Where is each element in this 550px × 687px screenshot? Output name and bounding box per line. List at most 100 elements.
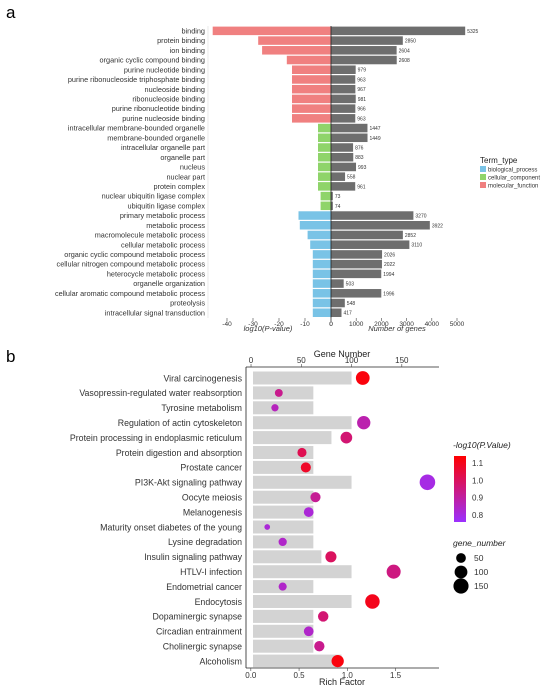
a-pvalue-bar [292, 114, 331, 123]
a-gene-count-label: 3270 [415, 214, 426, 220]
a-term-label: macromolecule metabolic process [95, 231, 206, 240]
a-pvalue-tick-label: -30 [248, 321, 258, 328]
a-pvalue-tick-label: -20 [274, 321, 284, 328]
a-term-label: purine ribonucleotide binding [112, 104, 205, 113]
b-rich-factor-tick-label: 0.5 [294, 671, 306, 680]
a-term-label: nuclear part [166, 172, 205, 181]
a-gene-count-label: 883 [355, 155, 364, 161]
a-pvalue-bar [318, 133, 331, 143]
b-pathway-label: Regulation of actin cytoskeleton [118, 418, 242, 428]
a-gene-count-bar [331, 240, 410, 249]
a-pvalue-bar [318, 162, 331, 172]
b-pathway-label: Dopaminergic synapse [153, 612, 243, 622]
a-gene-count-label: 74 [335, 204, 341, 210]
b-color-tick-label: 1.0 [472, 476, 484, 485]
a-pvalue-bar [312, 250, 331, 259]
a-gene-count-bar [331, 26, 466, 36]
b-enrichment-point [355, 371, 370, 385]
a-term-label: proteolysis [170, 299, 205, 308]
a-pvalue-bar [262, 46, 331, 55]
b-pathway-bar [253, 475, 352, 489]
b-enrichment-point [419, 474, 436, 491]
b-enrichment-point [271, 404, 279, 412]
b-pathway-label: Protein digestion and absorption [116, 448, 242, 458]
a-gene-count-labels: 5325285026042608979963967981966963144714… [335, 29, 479, 317]
a-gene-tick-label: 1000 [349, 321, 364, 328]
a-legend-label: molecular_function [488, 184, 538, 190]
b-gene-number-tick-label: 0 [249, 356, 254, 365]
a-gene-count-bar [331, 114, 356, 123]
a-gene-count-bar [331, 123, 368, 133]
a-gene-tick-label: 0 [329, 321, 333, 328]
a-term-label: cellular nitrogen compound metabolic pro… [57, 260, 206, 269]
a-gene-axis-label: Number of genes [368, 324, 426, 333]
b-pathway-label: PI3K-Akt signaling pathway [135, 478, 243, 488]
b-pathway-bar [253, 639, 314, 653]
a-gene-tick-label: 5000 [450, 321, 465, 328]
a-gene-count-label: 2604 [399, 48, 410, 54]
a-gene-count-label: 3110 [411, 243, 422, 249]
b-pathway-bar [253, 565, 352, 579]
b-pathway-label: Oocyte meiosis [182, 493, 243, 503]
b-rich-factor-tick-label: 0.0 [245, 671, 257, 680]
b-pathway-bar [253, 446, 314, 459]
a-term-label: organic cyclic compound binding [100, 56, 205, 65]
a-term-label: nucleoside binding [145, 85, 205, 94]
b-pathway-bar [253, 624, 314, 638]
b-color-bar [454, 456, 466, 522]
a-pvalue-tick-label: -40 [222, 321, 232, 328]
a-gene-count-label: 1447 [369, 126, 380, 132]
a-gene-count-bar [331, 172, 346, 181]
b-pathway-label: Circadian entrainment [156, 627, 243, 637]
b-color-legend: -log10(P.Value) 1.1 1.0 0.9 0.8 [453, 440, 511, 522]
b-color-tick-label: 0.8 [472, 511, 484, 520]
b-gene-number-tick-label: 150 [395, 356, 409, 365]
panel-b-kegg-chart: Viral carcinogenesis Vasopressin-regulate… [70, 349, 511, 687]
b-size-legend-dot [453, 578, 469, 594]
b-size-legend: gene_number 50 100 150 [453, 538, 507, 594]
b-pathway-label: Maturity onset diabetes of the young [100, 522, 242, 532]
a-gene-count-label: 963 [357, 116, 366, 122]
b-pathway-label: Vasopressin-regulated water reabsorption [79, 388, 242, 398]
b-rich-factor-tick-label: 1.5 [390, 671, 402, 680]
b-pathway-bar [253, 654, 342, 668]
a-pvalue-bar [292, 75, 331, 84]
a-gene-tick-label: 2000 [374, 321, 389, 328]
a-pvalue-bar [292, 104, 331, 113]
b-enrichment-point [300, 462, 311, 473]
b-size-legend-label: 50 [474, 553, 484, 563]
b-color-tick-label: 0.9 [472, 494, 484, 503]
b-pathway-bar [253, 550, 322, 564]
a-gene-count-label: 503 [346, 282, 355, 288]
b-size-legend-label: 100 [474, 567, 488, 577]
a-gene-count-label: 967 [357, 87, 366, 93]
a-gene-count-label: 3922 [432, 223, 443, 229]
b-size-legend-label: 150 [474, 581, 488, 591]
a-gene-count-label: 1449 [370, 136, 381, 142]
b-pathway-bar [253, 505, 314, 519]
a-term-label: organelle organization [133, 279, 205, 288]
a-pvalue-bar [318, 182, 331, 191]
b-enrichment-point [310, 492, 321, 503]
a-legend-swatch [480, 166, 486, 172]
a-term-type-legend: Term_type biological_process cellular_com… [480, 156, 540, 190]
b-gene-number-axis-ticks: 0 50 100 150 [249, 356, 409, 367]
a-gene-count-label: 73 [335, 194, 341, 200]
b-pathway-bar [253, 609, 314, 623]
b-pathway-label: Prostate cancer [180, 463, 242, 473]
a-pvalue-bar [258, 36, 331, 45]
b-pathway-bar [253, 431, 332, 445]
b-enrichment-point [386, 564, 401, 579]
b-enrichment-point [314, 641, 325, 652]
a-gene-count-bar [331, 46, 397, 55]
a-gene-count-label: 993 [358, 165, 367, 171]
a-pvalue-tick-label: 0 [329, 321, 333, 328]
a-gene-count-bar [331, 94, 356, 104]
a-gene-count-bar [331, 298, 345, 308]
b-enrichment-point [274, 388, 283, 397]
a-pvalue-bar [312, 279, 331, 288]
a-gene-count-label: 961 [357, 184, 366, 190]
a-term-label: protein binding [157, 36, 205, 45]
